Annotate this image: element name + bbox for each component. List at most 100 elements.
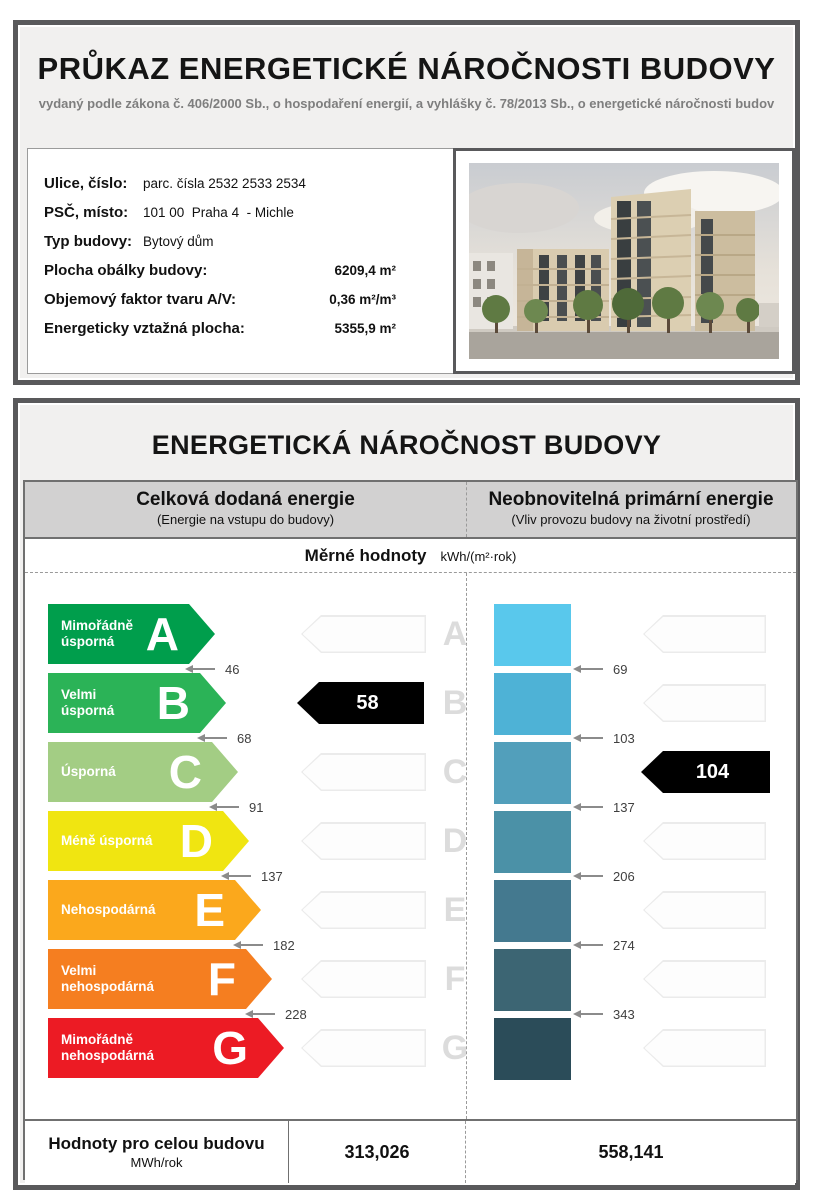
- threshold-tick: 343: [573, 1006, 635, 1022]
- ghost-arrow-d: [301, 822, 426, 860]
- class-arrow-a: Mimořádně úsporná A: [48, 604, 215, 664]
- info-label: Plocha obálky budovy:: [44, 262, 208, 279]
- ghost-arrow-e: [301, 891, 426, 929]
- left-arrow-icon: [197, 734, 227, 742]
- threshold-tick: 103: [573, 730, 635, 746]
- left-arrow-icon: [573, 665, 603, 673]
- class-label: Velmi nehospodárná: [61, 963, 155, 994]
- info-label: Ulice, číslo:: [44, 175, 128, 192]
- class-label: Velmi úsporná: [61, 687, 115, 718]
- totals-label: Hodnoty pro celou budovu: [48, 1134, 265, 1153]
- threshold-tick: 46: [185, 661, 240, 677]
- ghost-letter: E: [443, 891, 467, 929]
- info-value: 6209,4 m²: [334, 263, 396, 278]
- delivered-energy-header: Celková dodaná energie (Energie na vstup…: [25, 482, 466, 537]
- class-letter: E: [194, 884, 225, 936]
- rating-table: Celková dodaná energie (Energie na vstup…: [23, 480, 798, 1183]
- info-label: PSČ, místo:: [44, 204, 129, 221]
- threshold-value: 343: [613, 1006, 635, 1022]
- info-row: Ulice, číslo: parc. čísla 2532 2533 2534: [28, 175, 456, 199]
- class-row-b: Velmi úsporná B: [48, 673, 226, 733]
- threshold-value: 68: [237, 730, 252, 746]
- ghost-arrow-primary-a: [643, 615, 766, 653]
- primary-value: 104: [695, 760, 730, 783]
- class-letter: C: [168, 746, 202, 798]
- threshold-value: 46: [225, 661, 240, 677]
- class-arrow-b: Velmi úsporná B: [48, 673, 226, 733]
- primary-scale-block-d: [494, 811, 571, 873]
- energy-rating-panel: ENERGETICKÁ NÁROČNOST BUDOVY Celková dod…: [13, 398, 800, 1190]
- threshold-value: 274: [613, 937, 635, 953]
- class-label: Mimořádně nehospodárná: [61, 1032, 155, 1063]
- threshold-tick: 68: [197, 730, 252, 746]
- threshold-value: 91: [249, 799, 264, 815]
- threshold-tick: 182: [233, 937, 295, 953]
- class-row-e: Nehospodárná E: [48, 880, 261, 940]
- ghost-letter: D: [442, 822, 468, 860]
- primary-scale-block-g: [494, 1018, 571, 1080]
- info-value: 5355,9 m²: [334, 321, 396, 336]
- threshold-tick: 137: [573, 800, 635, 815]
- class-letter: B: [156, 677, 190, 729]
- info-label: Energeticky vztažná plocha:: [44, 320, 245, 337]
- certificate-subtitle: vydaný podle zákona č. 406/2000 Sb., o h…: [38, 96, 775, 111]
- measure-label: Měrné hodnoty: [304, 545, 427, 565]
- totals-delivered-cell: 313,026: [289, 1121, 466, 1183]
- threshold-value: 103: [613, 730, 635, 746]
- column-divider: [466, 482, 467, 537]
- info-label: Typ budovy:: [44, 233, 133, 250]
- column-title: Neobnovitelná primární energie: [488, 489, 774, 510]
- ghost-letter: F: [444, 960, 466, 998]
- primary-scale-block-b: [494, 673, 571, 735]
- threshold-tick: 69: [573, 662, 627, 677]
- building-info-box: Ulice, číslo: parc. čísla 2532 2533 2534…: [27, 148, 457, 374]
- primary-value-arrow: 104: [641, 751, 770, 793]
- left-arrow-icon: [221, 872, 251, 880]
- left-arrow-icon: [185, 665, 215, 673]
- column-subtitle: (Vliv provozu budovy na životní prostřed…: [511, 512, 751, 527]
- totals-unit: MWh/rok: [130, 1155, 183, 1170]
- chart-column-divider: [466, 573, 467, 1119]
- totals-primary-cell: 558,141: [466, 1121, 796, 1183]
- threshold-value: 137: [261, 868, 283, 884]
- primary-scale-block-f: [494, 949, 571, 1011]
- ghost-letter: A: [442, 615, 468, 653]
- class-arrow-e: Nehospodárná E: [48, 880, 261, 940]
- left-arrow-icon: [573, 803, 603, 811]
- ghost-arrow-f: [301, 960, 426, 998]
- class-letter: A: [145, 608, 179, 660]
- threshold-tick: 274: [573, 937, 635, 953]
- delivered-value-arrow: 58: [297, 682, 424, 724]
- class-row-c: Úsporná C: [48, 742, 238, 802]
- class-letter: G: [212, 1022, 248, 1074]
- ghost-arrow-primary-b: [643, 684, 766, 722]
- threshold-tick: 91: [209, 799, 264, 815]
- ghost-arrow-primary-f: [643, 960, 766, 998]
- info-row: Plocha obálky budovy: 6209,4 m²: [28, 262, 456, 286]
- class-row-g: Mimořádně nehospodárná G: [48, 1018, 284, 1078]
- info-row: Typ budovy: Bytový dům: [28, 233, 456, 257]
- class-label: Nehospodárná: [61, 902, 156, 917]
- info-value: 0,36 m²/m³: [329, 292, 396, 307]
- column-subtitle: (Energie na vstupu do budovy): [156, 512, 335, 527]
- measure-unit: kWh/(m²·rok): [440, 549, 517, 564]
- left-arrow-icon: [573, 734, 603, 742]
- threshold-value: 182: [273, 937, 295, 953]
- info-value: parc. čísla 2532 2533 2534: [143, 176, 306, 191]
- ghost-arrow-g: [301, 1029, 426, 1067]
- info-row: PSČ, místo: 101 00 Praha 4 - Michle: [28, 204, 456, 228]
- class-letter: D: [179, 815, 213, 867]
- column-title: Celková dodaná energie: [136, 489, 355, 510]
- certificate-title: PRŮKAZ ENERGETICKÉ NÁROČNOSTI BUDOVY: [37, 51, 776, 86]
- info-row: Objemový faktor tvaru A/V: 0,36 m²/m³: [28, 291, 456, 315]
- column-headers: Celková dodaná energie (Energie na vstup…: [25, 482, 796, 539]
- ghost-arrow-primary-g: [643, 1029, 766, 1067]
- building-photo-frame: [453, 148, 795, 374]
- totals-delivered-value: 313,026: [344, 1141, 410, 1162]
- threshold-tick: 206: [573, 869, 635, 884]
- ghost-arrow-primary-d: [643, 822, 766, 860]
- left-arrow-icon: [573, 941, 603, 949]
- ghost-letter: B: [442, 684, 468, 722]
- class-arrow-g: Mimořádně nehospodárná G: [48, 1018, 284, 1078]
- class-row-d: Méně úsporná D: [48, 811, 249, 871]
